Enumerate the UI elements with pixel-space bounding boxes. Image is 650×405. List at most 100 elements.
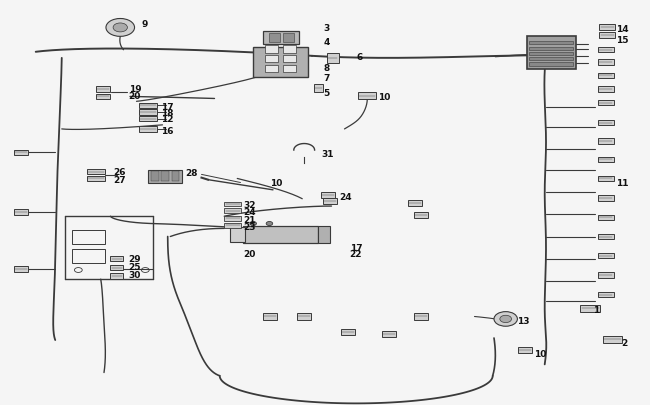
Bar <box>139 127 157 132</box>
Text: 4: 4 <box>324 38 330 47</box>
Bar <box>598 100 614 106</box>
Bar <box>72 231 105 245</box>
Bar <box>318 226 330 243</box>
Text: 12: 12 <box>161 115 174 124</box>
Bar <box>139 110 157 115</box>
Bar <box>96 94 110 100</box>
Bar <box>254 47 309 78</box>
Bar <box>598 196 614 201</box>
Bar <box>599 32 615 38</box>
Bar <box>148 170 182 183</box>
Bar <box>313 85 324 93</box>
Bar <box>14 210 28 215</box>
Bar <box>161 172 169 181</box>
Bar <box>598 60 614 65</box>
Bar <box>598 121 614 126</box>
Text: 32: 32 <box>244 200 256 209</box>
Bar <box>598 157 614 162</box>
Text: 15: 15 <box>616 36 629 45</box>
Text: 24: 24 <box>244 208 256 217</box>
Bar <box>518 347 532 353</box>
Text: 17: 17 <box>350 243 362 252</box>
Text: 11: 11 <box>616 179 629 188</box>
Text: 1: 1 <box>593 305 599 314</box>
Bar <box>224 223 241 228</box>
Text: 29: 29 <box>129 254 141 263</box>
Bar <box>224 209 241 214</box>
Text: 31: 31 <box>321 149 333 158</box>
Text: 7: 7 <box>324 74 330 83</box>
Text: 18: 18 <box>161 109 174 118</box>
Bar <box>224 216 241 221</box>
Bar <box>323 199 337 205</box>
Bar <box>529 47 573 51</box>
Text: 13: 13 <box>517 316 529 325</box>
Text: 30: 30 <box>129 270 141 279</box>
Text: 23: 23 <box>244 222 256 231</box>
Bar <box>265 46 278 53</box>
Bar <box>172 172 179 181</box>
Bar <box>14 266 28 272</box>
Bar <box>139 103 157 109</box>
Bar <box>598 273 614 278</box>
Bar <box>408 200 422 206</box>
Bar <box>414 213 428 218</box>
Text: 9: 9 <box>142 20 148 29</box>
Text: 20: 20 <box>244 250 256 259</box>
Bar <box>87 176 105 182</box>
Bar <box>327 53 339 64</box>
Text: 25: 25 <box>129 262 141 271</box>
Bar <box>414 313 428 320</box>
Bar <box>598 234 614 239</box>
Bar <box>269 34 280 43</box>
Bar <box>382 331 396 337</box>
Bar <box>283 46 296 53</box>
Bar <box>283 56 296 63</box>
Circle shape <box>106 19 135 37</box>
Bar <box>527 37 576 70</box>
Text: 2: 2 <box>621 338 627 347</box>
Bar <box>14 150 28 156</box>
Bar <box>72 250 105 264</box>
Bar <box>599 25 615 31</box>
Bar <box>297 313 311 320</box>
Bar <box>598 139 614 144</box>
Bar <box>598 254 614 259</box>
Bar <box>598 73 614 79</box>
Text: 28: 28 <box>185 169 198 178</box>
Text: 27: 27 <box>114 175 126 184</box>
Bar <box>263 32 298 45</box>
Bar <box>151 172 159 181</box>
Bar <box>603 336 622 343</box>
Bar <box>263 313 277 320</box>
Text: 17: 17 <box>161 103 174 112</box>
Text: 16: 16 <box>161 127 174 136</box>
Bar <box>230 228 244 242</box>
Bar <box>341 329 355 335</box>
Circle shape <box>113 24 127 33</box>
Text: 19: 19 <box>129 85 141 94</box>
Bar <box>529 53 573 56</box>
Text: 26: 26 <box>114 168 126 177</box>
Bar <box>265 66 278 73</box>
Bar <box>111 274 124 279</box>
Bar <box>96 87 110 93</box>
Bar <box>598 87 614 92</box>
Bar <box>87 169 105 175</box>
Text: 21: 21 <box>244 215 256 224</box>
Bar <box>580 305 600 312</box>
Bar <box>139 117 157 122</box>
Bar <box>283 34 294 43</box>
Circle shape <box>250 222 256 226</box>
Text: 6: 6 <box>356 53 363 62</box>
Bar <box>598 215 614 220</box>
Text: 10: 10 <box>270 179 282 188</box>
Bar <box>111 257 124 262</box>
Circle shape <box>494 312 517 326</box>
Text: 14: 14 <box>616 25 629 34</box>
Bar <box>243 226 318 243</box>
Bar <box>598 292 614 297</box>
Bar <box>529 63 573 66</box>
Bar <box>265 56 278 63</box>
Bar <box>224 202 241 207</box>
